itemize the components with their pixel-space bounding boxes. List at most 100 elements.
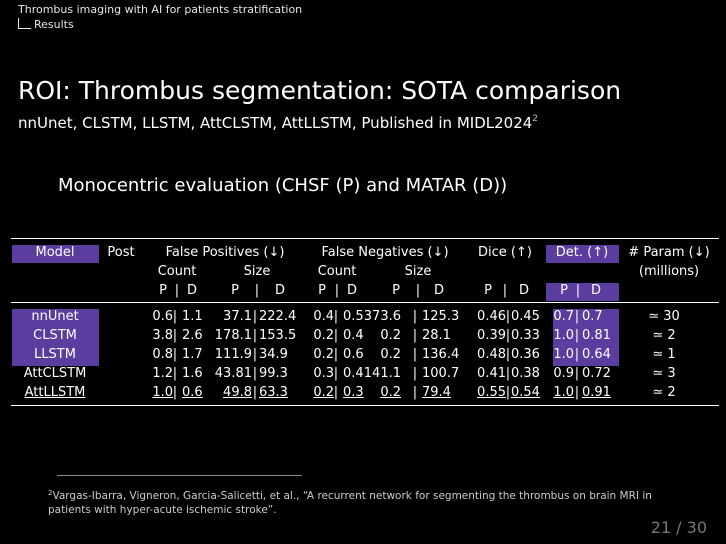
cell-fn-count-d: 0.3 xyxy=(343,385,364,400)
header-fn-count-d: D xyxy=(346,283,358,298)
breadcrumb-subsection-label: Results xyxy=(34,18,74,31)
cell-fp-size-p: 49.8 xyxy=(223,385,252,400)
table-bottom-rule xyxy=(11,405,719,406)
cell-fp-count-d: 2.6 xyxy=(182,328,203,343)
header-millions: (millions) xyxy=(638,264,700,279)
header-fn-count: Count xyxy=(317,264,357,279)
row-model: CLSTM xyxy=(33,328,77,343)
header-false-positives: False Positives (↓) xyxy=(165,245,285,260)
header-fn-count-p: P xyxy=(318,283,326,298)
cell-det-d: 0.81 xyxy=(582,328,611,343)
header-fp-count-p: P xyxy=(159,283,167,298)
subtitle-ref: 2 xyxy=(532,114,539,124)
cell-fn-count-p: 0.2 xyxy=(313,347,334,362)
row-model: LLSTM xyxy=(34,347,76,362)
cell-fn-count-p: 0.2 xyxy=(313,328,334,343)
cell-fp-size-sep: | xyxy=(252,347,258,362)
cell-fp-size-sep: | xyxy=(252,309,258,324)
header-det-d: D xyxy=(590,283,602,298)
header-fp-size: Size xyxy=(243,264,271,279)
header-fn-size-d: D xyxy=(433,283,445,298)
cell-fn-size-sep: | xyxy=(412,347,418,362)
cell-fp-count-p: 1.2 xyxy=(152,366,173,381)
cell-fp-count-sep: | xyxy=(172,328,178,343)
cell-fn-count-sep: | xyxy=(333,366,339,381)
footnote-marker: 2 xyxy=(48,489,53,497)
table-mid-rule xyxy=(11,302,719,303)
model-header-highlight xyxy=(12,245,99,263)
cell-fp-count-d: 0.6 xyxy=(182,385,203,400)
cell-dice-p: 0.46 xyxy=(477,309,506,324)
cell-fp-size-d: 63.3 xyxy=(259,385,288,400)
table-top-rule xyxy=(11,238,719,239)
cell-fp-count-p: 1.0 xyxy=(152,385,173,400)
cell-fn-count-p: 0.2 xyxy=(313,385,334,400)
cell-det-sep: | xyxy=(574,328,580,343)
cell-det-d: 0.64 xyxy=(582,347,611,362)
cell-fp-count-sep: | xyxy=(172,347,178,362)
cell-fp-count-d: 1.6 xyxy=(182,366,203,381)
cell-fp-count-p: 0.6 xyxy=(152,309,173,324)
header-det: Det. (↑) xyxy=(555,245,609,260)
cell-fn-size-p: 0.2 xyxy=(380,385,401,400)
header-fn-size-p: P xyxy=(392,283,400,298)
header-false-negatives: False Negatives (↓) xyxy=(321,245,449,260)
cell-det-sep: | xyxy=(574,366,580,381)
cell-dice-sep: | xyxy=(505,347,511,362)
subtitle-text: nnUnet, CLSTM, LLSTM, AttCLSTM, AttLLSTM… xyxy=(18,114,533,132)
cell-fn-count-sep: | xyxy=(333,309,339,324)
tree-branch-icon xyxy=(18,18,31,29)
cell-det-sep: | xyxy=(574,347,580,362)
header-fp-count-sep: | xyxy=(174,283,180,298)
cell-det-sep: | xyxy=(574,309,580,324)
cell-det-d: 0.72 xyxy=(582,366,611,381)
page-sep: / xyxy=(676,518,682,537)
cell-fp-size-p: 111.9 xyxy=(214,347,252,362)
cell-fp-size-d: 99.3 xyxy=(259,366,288,381)
cell-dice-d: 0.36 xyxy=(511,347,540,362)
header-fp-size-sep: | xyxy=(254,283,260,298)
row-model: nnUnet xyxy=(31,309,79,324)
cell-fn-size-d: 136.4 xyxy=(422,347,460,362)
cell-fp-count-d: 1.1 xyxy=(182,309,203,324)
cell-det-p: 1.0 xyxy=(553,347,574,362)
cell-dice-p: 0.39 xyxy=(477,328,506,343)
cell-det-p: 0.9 xyxy=(553,366,574,381)
cell-fn-count-d: 0.5 xyxy=(343,309,364,324)
footnote-rule xyxy=(57,475,302,476)
cell-fp-size-sep: | xyxy=(252,328,258,343)
header-det-sep: | xyxy=(575,283,581,298)
header-post: Post xyxy=(107,245,135,260)
cell-fn-count-p: 0.3 xyxy=(313,366,334,381)
header-fn-size: Size xyxy=(404,264,432,279)
cell-fn-count-d: 0.4 xyxy=(343,328,364,343)
header-dice-sep: | xyxy=(502,283,508,298)
cell-dice-p: 0.48 xyxy=(477,347,506,362)
cell-fn-size-d: 100.7 xyxy=(422,366,460,381)
det-header-highlight xyxy=(546,245,619,263)
cell-fn-count-sep: | xyxy=(333,328,339,343)
header-param: # Param (↓) xyxy=(628,245,710,260)
cell-dice-sep: | xyxy=(505,328,511,343)
det-column-highlight xyxy=(553,309,619,366)
cell-fp-count-sep: | xyxy=(172,309,178,324)
cell-fp-size-sep: | xyxy=(252,366,258,381)
breadcrumb-subsection: Results xyxy=(18,18,74,31)
cell-fp-size-p: 43.81 xyxy=(214,366,252,381)
cell-det-p: 1.0 xyxy=(553,385,574,400)
cell-fp-size-sep: | xyxy=(252,385,258,400)
cell-fn-size-p: 373.6 xyxy=(363,309,401,324)
cell-dice-sep: | xyxy=(505,366,511,381)
cell-det-p: 0.7 xyxy=(553,309,574,324)
header-det-p: P xyxy=(560,283,568,298)
cell-det-d: 0.7 xyxy=(582,309,603,324)
footnote: 2Vargas-Ibarra, Vigneron, Garcia-Salicet… xyxy=(48,486,688,517)
cell-fp-count-p: 3.8 xyxy=(152,328,173,343)
header-fn-size-sep: | xyxy=(415,283,421,298)
cell-fp-size-d: 222.4 xyxy=(259,309,297,324)
cell-dice-d: 0.33 xyxy=(511,328,540,343)
cell-fn-count-d: 0.6 xyxy=(343,347,364,362)
cell-fn-size-sep: | xyxy=(412,309,418,324)
cell-det-d: 0.91 xyxy=(582,385,611,400)
header-dice-p: P xyxy=(484,283,492,298)
